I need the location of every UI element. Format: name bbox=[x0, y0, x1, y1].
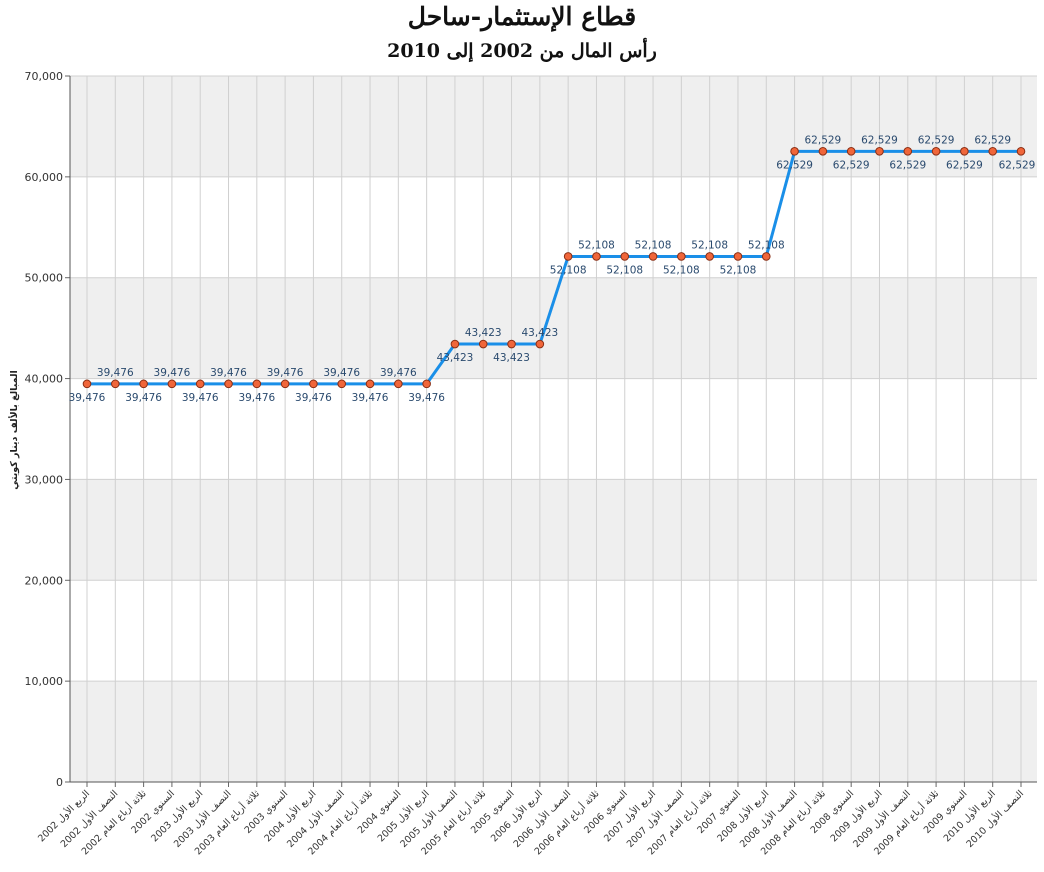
data-point bbox=[846, 147, 856, 156]
data-point bbox=[592, 252, 601, 261]
data-point bbox=[931, 147, 941, 156]
data-point bbox=[620, 252, 630, 261]
plot-band bbox=[70, 76, 1037, 177]
data-label: 52,108 bbox=[720, 264, 757, 276]
series-line bbox=[87, 149, 1021, 386]
data-label: 62,529 bbox=[918, 134, 955, 146]
data-point bbox=[818, 147, 828, 156]
data-label: 62,529 bbox=[805, 134, 842, 146]
data-label: 62,529 bbox=[833, 159, 870, 171]
data-label: 52,108 bbox=[578, 239, 615, 251]
data-point bbox=[648, 252, 658, 261]
y-tick-label: 30,000 bbox=[25, 473, 64, 486]
data-label: 43,423 bbox=[465, 327, 502, 339]
chart-subtitle: رأس المال من 2002 إلى 2010 bbox=[387, 40, 657, 62]
y-tick-label: 0 bbox=[56, 776, 63, 789]
plot-band bbox=[70, 681, 1037, 782]
data-point bbox=[394, 379, 403, 389]
data-point bbox=[478, 339, 488, 349]
data-point bbox=[535, 339, 545, 349]
plot-band bbox=[70, 479, 1037, 581]
data-label: 62,529 bbox=[974, 134, 1011, 146]
data-points bbox=[82, 147, 1026, 389]
data-label: 52,108 bbox=[606, 264, 643, 276]
data-label: 39,476 bbox=[380, 367, 417, 379]
data-label: 62,529 bbox=[776, 159, 813, 171]
data-label: 39,476 bbox=[295, 392, 332, 404]
data-point bbox=[252, 379, 262, 389]
vertical-gridlines bbox=[86, 76, 1022, 782]
y-tick-label: 50,000 bbox=[25, 272, 64, 285]
y-axis-label: المبالغ بالألف دينار كويتي bbox=[8, 370, 20, 490]
data-point bbox=[677, 252, 686, 261]
data-label: 62,529 bbox=[999, 159, 1036, 171]
data-label: 43,423 bbox=[493, 352, 530, 364]
y-tick-label: 20,000 bbox=[25, 574, 64, 587]
data-point bbox=[224, 379, 233, 389]
data-label: 39,476 bbox=[154, 367, 191, 379]
data-label: 52,108 bbox=[691, 239, 728, 251]
y-tick-label: 60,000 bbox=[25, 171, 64, 184]
data-point bbox=[761, 252, 771, 261]
data-point bbox=[139, 379, 148, 389]
data-point bbox=[1016, 147, 1026, 156]
horizontal-gridlines bbox=[65, 75, 1037, 783]
data-label: 39,476 bbox=[323, 367, 360, 379]
data-point bbox=[903, 147, 913, 156]
data-label: 43,423 bbox=[521, 327, 558, 339]
data-label: 39,476 bbox=[182, 392, 219, 404]
data-point bbox=[111, 379, 120, 389]
y-tick-labels: 0 10,000 20,000 30,000 40,000 50,000 60,000 70,… bbox=[25, 70, 64, 789]
data-point bbox=[733, 252, 743, 261]
y-tick-label: 40,000 bbox=[25, 373, 64, 386]
data-point bbox=[790, 147, 799, 156]
data-label: 39,476 bbox=[69, 392, 106, 404]
data-label: 39,476 bbox=[267, 367, 304, 379]
data-point bbox=[705, 252, 714, 261]
data-label: 43,423 bbox=[437, 352, 474, 364]
data-label: 39,476 bbox=[352, 392, 389, 404]
data-label: 39,476 bbox=[210, 367, 247, 379]
data-point bbox=[450, 339, 460, 349]
data-labels: 39,476 39,476 39,476 39,476 39,476 39,476 39,4… bbox=[69, 134, 1036, 404]
data-point bbox=[82, 379, 92, 389]
data-label: 52,108 bbox=[748, 239, 785, 251]
data-point bbox=[365, 379, 375, 389]
data-label: 52,108 bbox=[663, 264, 700, 276]
data-label: 39,476 bbox=[238, 392, 275, 404]
chart-title: قطاع الإستثمار-ساحل bbox=[407, 2, 637, 31]
data-point bbox=[507, 339, 516, 349]
data-label: 39,476 bbox=[125, 392, 162, 404]
series-line-group bbox=[87, 149, 1021, 386]
data-point bbox=[988, 147, 997, 156]
y-tick-label: 10,000 bbox=[25, 675, 64, 688]
data-point bbox=[280, 379, 290, 389]
data-label: 39,476 bbox=[97, 367, 134, 379]
y-tick-label: 70,000 bbox=[25, 70, 64, 83]
plot-band bbox=[70, 277, 1037, 379]
data-label: 52,108 bbox=[635, 239, 672, 251]
data-label: 39,476 bbox=[408, 392, 445, 404]
data-point bbox=[422, 379, 431, 389]
data-label: 52,108 bbox=[550, 264, 587, 276]
axes bbox=[69, 76, 1037, 783]
data-point bbox=[309, 379, 318, 389]
plot-bands bbox=[70, 76, 1037, 782]
data-point bbox=[875, 147, 884, 156]
data-point bbox=[195, 379, 205, 389]
data-label: 62,529 bbox=[946, 159, 983, 171]
data-point bbox=[563, 252, 573, 261]
data-point bbox=[167, 379, 177, 389]
data-point bbox=[960, 147, 969, 156]
data-label: 62,529 bbox=[889, 159, 926, 171]
data-label: 62,529 bbox=[861, 134, 898, 146]
data-point bbox=[337, 379, 347, 389]
